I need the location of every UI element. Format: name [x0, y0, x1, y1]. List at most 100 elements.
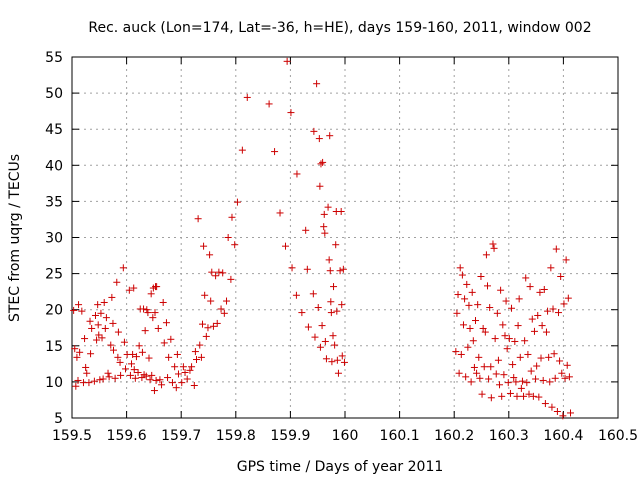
data-point-plus [91, 311, 99, 319]
data-point-plus [321, 337, 329, 345]
data-point-plus [149, 314, 157, 322]
data-point-plus [243, 93, 251, 101]
data-point-plus [498, 392, 506, 400]
y-tick-label: 45 [45, 122, 63, 138]
data-point-plus [122, 365, 130, 373]
data-point-plus [551, 374, 559, 382]
data-point-plus [150, 387, 158, 395]
data-point-plus [316, 182, 324, 190]
data-point-plus [479, 324, 487, 332]
data-point-plus [168, 379, 176, 387]
data-point-plus [535, 393, 543, 401]
data-point-plus [452, 348, 460, 356]
data-point-plus [183, 375, 191, 383]
data-point-plus [143, 306, 151, 314]
data-point-plus [468, 288, 476, 296]
data-point-plus [509, 361, 517, 369]
data-point-plus [478, 390, 486, 398]
data-point-plus [500, 371, 508, 379]
data-point-plus [283, 57, 291, 65]
y-tick-label: 30 [45, 231, 63, 247]
data-point-plus [142, 372, 150, 380]
data-point-plus [337, 208, 345, 216]
data-point-plus [523, 379, 531, 387]
x-tick-label: 159.8 [216, 428, 256, 444]
data-point-plus [501, 332, 509, 340]
data-point-plus [458, 271, 466, 279]
data-point-plus [490, 244, 498, 252]
data-point-plus [117, 371, 125, 379]
data-point-plus [207, 297, 215, 305]
data-point-plus [95, 331, 103, 339]
data-point-plus [105, 373, 113, 381]
data-point-plus [485, 375, 493, 383]
data-point-plus [104, 369, 112, 377]
y-tick-label: 5 [54, 411, 63, 427]
data-point-plus [86, 317, 94, 325]
data-point-plus [332, 241, 340, 249]
data-point-plus [484, 282, 492, 290]
data-point-plus [476, 374, 484, 382]
data-point-plus [547, 264, 555, 272]
data-point-plus [192, 356, 200, 364]
data-point-plus [196, 341, 204, 349]
data-point-plus [499, 321, 507, 329]
data-point-plus [316, 343, 324, 351]
data-point-plus [298, 309, 306, 317]
data-point-plus [482, 251, 490, 259]
data-point-plus [331, 341, 339, 349]
data-point-plus [467, 378, 475, 386]
data-point-plus [516, 353, 524, 361]
data-point-plus [159, 298, 167, 306]
grid-lines [72, 57, 618, 418]
data-point-plus [113, 278, 121, 286]
data-point-plus [554, 309, 562, 317]
data-point-plus [71, 345, 79, 353]
data-point-plus [536, 288, 544, 296]
data-point-plus [156, 376, 164, 384]
data-point-plus [494, 356, 502, 364]
data-point-plus [524, 350, 532, 358]
chart-title: Rec. auck (Lon=174, Lat=-36, h=HE), days… [88, 20, 591, 36]
x-tick-label: 159.6 [107, 428, 147, 444]
data-point-plus [96, 376, 104, 384]
data-point-plus [325, 256, 333, 264]
data-point-plus [73, 353, 81, 361]
data-point-plus [224, 234, 232, 241]
data-point-plus [101, 324, 109, 332]
data-point-plus [538, 322, 546, 330]
data-point-plus [563, 361, 571, 369]
data-point-plus [90, 377, 98, 385]
data-point-plus [151, 309, 159, 317]
data-point-plus [287, 109, 295, 117]
data-point-plus [320, 223, 328, 231]
data-point-plus [549, 305, 557, 313]
data-point-plus [154, 324, 162, 332]
x-tick-labels: 159.5 159.6 159.7 159.8 159.9 160 160.1 160.2 16… [52, 428, 638, 444]
data-points [70, 57, 574, 420]
data-point-plus [553, 408, 561, 416]
data-point-plus [473, 369, 481, 377]
data-point-plus [552, 245, 560, 253]
data-point-plus [107, 341, 115, 349]
data-point-plus [517, 384, 525, 392]
data-point-plus [320, 210, 328, 218]
x-tick-label: 160.1 [380, 428, 420, 444]
data-point-plus [525, 390, 533, 398]
data-point-plus [474, 301, 482, 309]
data-point-plus [94, 321, 102, 329]
data-point-plus [132, 353, 140, 361]
data-point-plus [81, 335, 89, 343]
data-point-plus [233, 198, 241, 206]
data-point-plus [457, 350, 465, 358]
x-axis-label: GPS time / Days of year 2011 [237, 459, 444, 475]
data-point-plus [486, 304, 494, 312]
data-point-plus [126, 371, 134, 379]
data-point-plus [293, 170, 301, 178]
data-point-plus [171, 363, 179, 371]
data-point-plus [504, 379, 512, 387]
data-point-plus [76, 348, 84, 356]
data-point-plus [317, 160, 325, 168]
data-point-plus [506, 389, 514, 397]
data-point-plus [514, 322, 522, 330]
